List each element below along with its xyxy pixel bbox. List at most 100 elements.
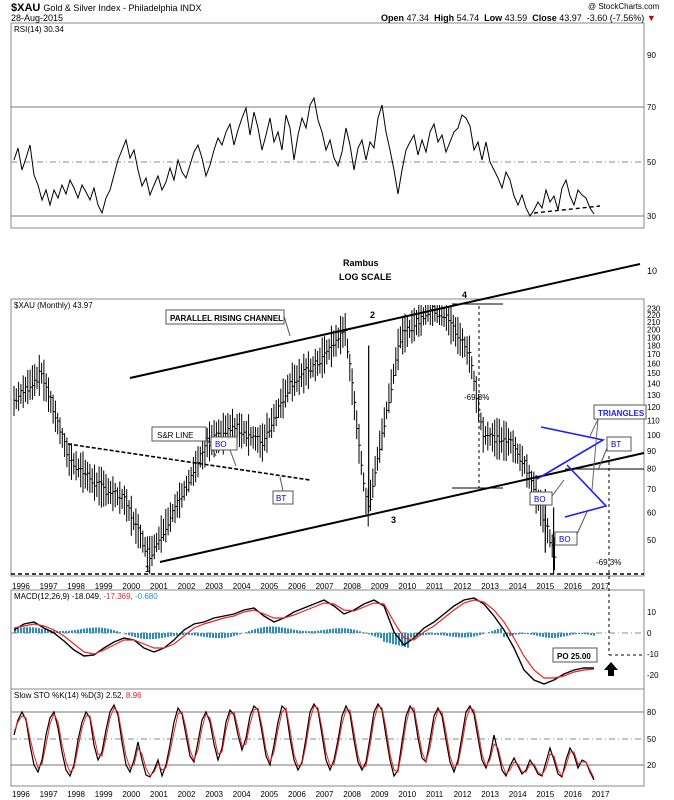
macd-hist-bar (422, 633, 424, 636)
macd-hist-bar (233, 633, 235, 637)
macd-hist-bar (170, 633, 172, 637)
macd-hist-bar (578, 633, 580, 635)
y-tick-label: 100 (647, 431, 661, 440)
year-label: 2003 (205, 790, 223, 799)
macd-hist-bar (200, 633, 202, 637)
macd-hist-bar (449, 633, 451, 637)
macd-hist-bar (260, 627, 262, 633)
macd-hist-bar (443, 633, 445, 636)
macd-hist-bar (329, 629, 331, 633)
log-ten-label: 10 (647, 266, 657, 276)
chart-date: 28-Aug-2015 (11, 13, 64, 23)
macd-hist-bar (374, 633, 376, 637)
price-label: $XAU (Monthly) 43.97 (14, 301, 93, 310)
macd-hist-bar (557, 633, 559, 638)
macd-hist-bar (290, 629, 292, 633)
y-tick-label: 90 (647, 447, 656, 456)
macd-hist-bar (26, 627, 28, 633)
pct-drop-label-1: -69.3% (464, 393, 489, 402)
macd-hist-bar (296, 630, 298, 633)
triangles-pointer-2 (591, 418, 599, 491)
rsi-panel-frame (10, 22, 645, 229)
macd-hist-bar (143, 633, 145, 639)
year-label: 2001 (150, 582, 168, 591)
y-tick-label: 90 (647, 51, 656, 60)
point-3-label: 3 (391, 515, 396, 525)
macd-hist-bar (350, 629, 352, 633)
macd-hist-bar (197, 633, 199, 636)
svg-text:BO: BO (215, 440, 227, 449)
macd-hist-bar (71, 630, 73, 633)
macd-hist-bar (47, 629, 49, 633)
macd-hist-bar (455, 633, 457, 638)
macd-hist-bar (83, 628, 85, 633)
y-tick-label: -20 (647, 671, 659, 680)
macd-hist-bar (458, 633, 460, 638)
year-label: 2006 (288, 582, 306, 591)
year-label: 2012 (454, 582, 472, 591)
macd-hist-bar (305, 631, 307, 633)
macd-hist-bar (107, 628, 109, 633)
year-label: 2004 (233, 790, 251, 799)
macd-hist-bar (482, 633, 484, 635)
macd-hist-bar (593, 633, 595, 636)
macd-hist-bar (407, 633, 409, 648)
macd-hist-bar (92, 627, 94, 633)
year-label: 2015 (536, 582, 554, 591)
macd-hist-bar (539, 633, 541, 637)
symbol-title: $XAU Gold & Silver Index - Philadelphia … (11, 2, 201, 14)
year-label: 2016 (564, 582, 582, 591)
year-label: 2001 (150, 790, 168, 799)
year-label: 2005 (260, 790, 278, 799)
macd-hist-bar (467, 633, 469, 638)
y-tick-label: 120 (647, 403, 661, 412)
y-tick-label: 80 (647, 708, 656, 717)
macd-hist-bar (164, 633, 166, 638)
macd-hist-bar (368, 633, 370, 635)
macd-hist-bar (77, 629, 79, 633)
bo-callout-2014: BO (529, 479, 565, 506)
macd-hist-bar (590, 633, 592, 636)
macd-hist-bar (86, 628, 88, 633)
po-text: PO 25.00 (557, 652, 591, 661)
pct-drop-label-2: -69.3% (596, 558, 621, 567)
macd-hist-bar (488, 632, 490, 633)
macd-histogram (14, 626, 595, 648)
rsi-y-axis: 90 70 50 30 (647, 51, 656, 221)
x-axis-years-bottom: 1996 1997 1998 1999 2000 2001 2002 2003 2004 2005… (12, 790, 610, 799)
bo-callout-2003: BO (210, 436, 238, 467)
svg-text:BT: BT (611, 440, 621, 449)
svg-text:TRIANGLES: TRIANGLES (598, 409, 645, 418)
down-arrow-icon: ▼ (646, 13, 656, 23)
bt-callout-2004: BT (272, 476, 294, 505)
macd-hist-bar (251, 630, 253, 633)
year-label: 2004 (233, 582, 251, 591)
macd-hist-bar (515, 633, 517, 635)
macd-hist-bar (542, 633, 544, 638)
macd-panel-frame (10, 589, 645, 690)
macd-hist-bar (17, 627, 19, 633)
macd-hist-bar (380, 633, 382, 639)
macd-hist-bar (176, 633, 178, 636)
macd-hist-bar (149, 633, 151, 640)
macd-hist-bar (584, 633, 586, 635)
macd-hist-bar (419, 633, 421, 636)
macd-hist-bar (500, 628, 502, 633)
macd-hist-bar (428, 633, 430, 635)
macd-hist-bar (452, 633, 454, 637)
sr-line (67, 443, 311, 481)
macd-label: MACD(12,26,9) -18.049, -17.369, -0.680 (14, 592, 158, 601)
macd-hist-bar (215, 633, 217, 639)
macd-hist-bar (167, 633, 169, 637)
sto-label: Slow STO %K(14) %D(3) 2.52, 8.96 (14, 691, 142, 700)
channel-upper-line (129, 263, 641, 379)
sto-k-line (13, 702, 595, 781)
macd-hist-bar (383, 633, 385, 642)
macd-hist-bar (299, 630, 301, 633)
macd-hist-bar (404, 633, 406, 647)
macd-hist-bar (335, 628, 337, 633)
year-label: 2000 (122, 582, 140, 591)
macd-hist-bar (221, 633, 223, 639)
macd-hist-bar (266, 626, 268, 633)
macd-hist-bar (491, 631, 493, 633)
